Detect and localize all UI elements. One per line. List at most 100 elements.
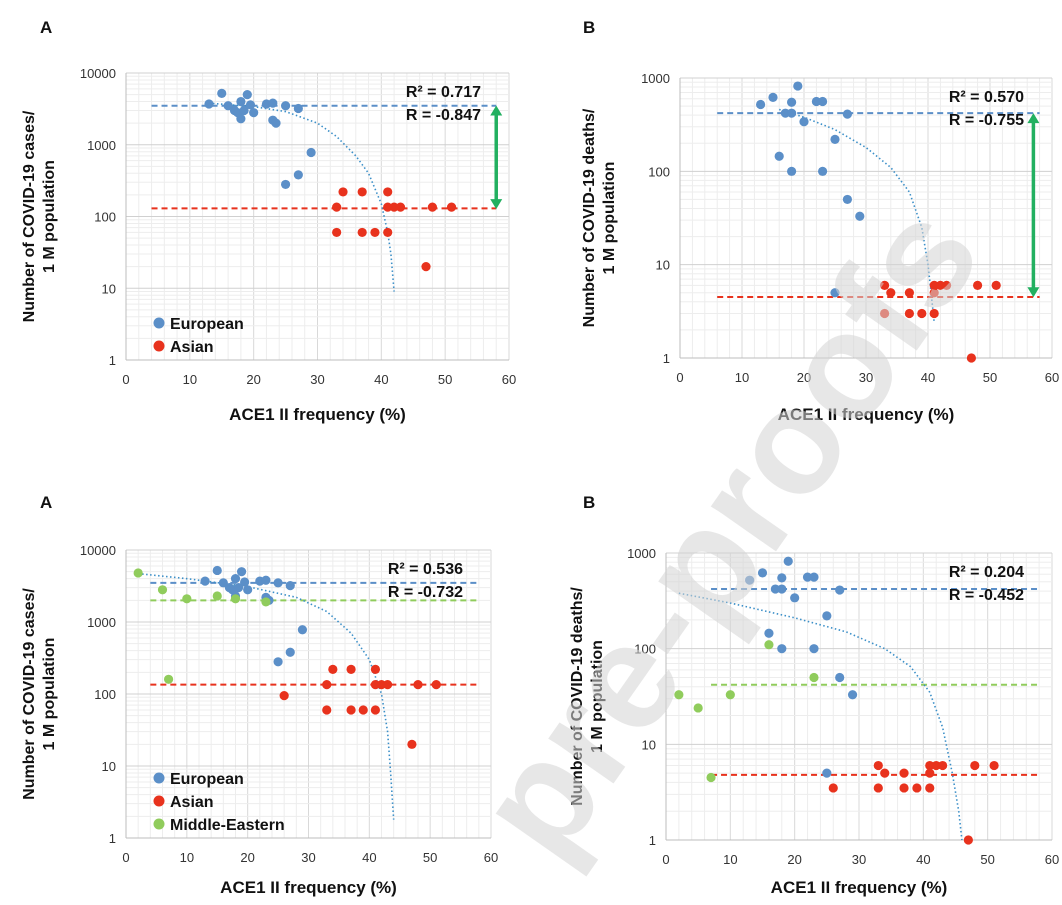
data-point bbox=[240, 577, 250, 587]
gap-arrow-head-bottom bbox=[1027, 287, 1040, 298]
data-point bbox=[706, 772, 716, 783]
data-point bbox=[929, 288, 939, 298]
data-point bbox=[899, 783, 909, 793]
data-point bbox=[245, 100, 256, 110]
x-tick-label: 0 bbox=[676, 370, 683, 385]
x-axis-label: ACE1 II frequency (%) bbox=[778, 405, 955, 424]
r-value-label: R = -0.847 bbox=[406, 107, 481, 124]
data-point bbox=[842, 194, 853, 205]
data-point bbox=[280, 101, 291, 111]
data-point bbox=[163, 674, 174, 684]
data-point bbox=[383, 227, 393, 238]
x-tick-label: 30 bbox=[301, 850, 315, 865]
data-point bbox=[249, 108, 259, 118]
x-tick-label: 40 bbox=[916, 852, 930, 867]
y-tick-label: 100 bbox=[648, 164, 670, 179]
series-asian bbox=[279, 664, 441, 749]
x-tick-label: 50 bbox=[980, 852, 994, 867]
legend-marker bbox=[153, 340, 165, 352]
data-point bbox=[322, 680, 332, 690]
y-tick-label: 1000 bbox=[627, 546, 656, 561]
x-tick-label: 10 bbox=[180, 850, 194, 865]
x-tick-label: 20 bbox=[787, 852, 801, 867]
data-point bbox=[273, 657, 283, 667]
data-point bbox=[942, 280, 952, 290]
legend-label: Middle-Eastern bbox=[170, 817, 285, 834]
data-point bbox=[279, 691, 289, 701]
panel-label: A bbox=[40, 493, 52, 512]
data-point bbox=[970, 760, 980, 771]
data-point bbox=[777, 573, 787, 583]
data-point bbox=[966, 353, 977, 363]
data-point bbox=[770, 584, 780, 594]
y-tick-label: 1 bbox=[649, 833, 656, 848]
series-middle-eastern bbox=[133, 568, 271, 684]
y-axis-label-line: 1 M population bbox=[41, 160, 58, 273]
data-point bbox=[407, 739, 417, 749]
legend-label: European bbox=[170, 316, 244, 333]
data-point bbox=[271, 118, 281, 128]
x-axis-label: ACE1 II frequency (%) bbox=[220, 878, 397, 897]
trend-line bbox=[208, 102, 395, 292]
y-tick-label: 10 bbox=[642, 737, 656, 752]
data-point bbox=[204, 99, 214, 109]
chart-panel-1: B 0 10 20 30 40 50 60 1 10 100 1000 ACE1 II frequenc… bbox=[581, 18, 1059, 424]
x-tick-label: 0 bbox=[122, 372, 129, 387]
data-point bbox=[822, 768, 832, 778]
r-squared-label: R² = 0.536 bbox=[388, 561, 463, 578]
data-point bbox=[777, 644, 787, 654]
y-tick-label: 1 bbox=[663, 351, 670, 366]
series-asian bbox=[828, 760, 999, 845]
data-point bbox=[802, 572, 813, 582]
y-tick-label: 10 bbox=[656, 258, 670, 273]
data-point bbox=[236, 96, 246, 107]
data-point bbox=[322, 705, 332, 715]
data-point bbox=[382, 680, 393, 690]
data-point bbox=[421, 262, 431, 272]
r-value-label: R = -0.732 bbox=[388, 584, 463, 601]
data-point bbox=[989, 760, 999, 771]
data-point bbox=[787, 166, 797, 176]
series-asian bbox=[332, 187, 457, 272]
y-tick-label: 10000 bbox=[80, 66, 116, 81]
data-point bbox=[358, 705, 368, 715]
r-squared-label: R² = 0.204 bbox=[949, 564, 1024, 581]
grid bbox=[125, 72, 510, 361]
data-point bbox=[790, 593, 800, 603]
data-point bbox=[268, 98, 278, 108]
data-point bbox=[756, 99, 766, 110]
data-point bbox=[777, 584, 787, 594]
chart-panel-3: B 0 10 20 30 40 50 60 1 10 100 1000 ACE1 II frequenc… bbox=[569, 493, 1059, 897]
legend-label: Asian bbox=[170, 794, 214, 811]
data-point bbox=[809, 572, 819, 582]
x-tick-label: 50 bbox=[983, 370, 997, 385]
r-squared-label: R² = 0.570 bbox=[949, 89, 1024, 106]
legend-marker bbox=[153, 795, 165, 807]
data-point bbox=[917, 308, 927, 319]
x-tick-label: 30 bbox=[310, 372, 324, 387]
data-point bbox=[787, 97, 797, 107]
data-point bbox=[297, 625, 308, 635]
data-point bbox=[873, 783, 883, 793]
x-tick-label: 50 bbox=[438, 372, 452, 387]
gap-arrow bbox=[1027, 113, 1040, 298]
series-european bbox=[756, 81, 865, 298]
y-axis-label-line: 1 M population bbox=[41, 638, 58, 751]
x-tick-label: 40 bbox=[362, 850, 376, 865]
chart-panel-0: A 0 10 20 30 40 50 60 1 10 100 1000 10000 ACE1 II fre… bbox=[21, 18, 516, 424]
y-axis-label: Number of COVID-19 deaths/1 M population bbox=[581, 108, 618, 327]
data-point bbox=[242, 89, 252, 100]
data-point bbox=[818, 166, 828, 176]
data-point bbox=[328, 664, 338, 674]
data-point bbox=[243, 585, 253, 595]
gap-arrow-head-top bbox=[490, 105, 503, 116]
y-axis-label-line: Number of COVID-19 cases/ bbox=[21, 588, 38, 800]
y-tick-label: 1000 bbox=[87, 615, 116, 630]
data-point bbox=[764, 640, 774, 650]
data-point bbox=[395, 202, 406, 212]
data-point bbox=[828, 783, 838, 793]
data-point bbox=[725, 690, 735, 700]
data-point bbox=[809, 644, 819, 654]
x-tick-label: 60 bbox=[484, 850, 498, 865]
